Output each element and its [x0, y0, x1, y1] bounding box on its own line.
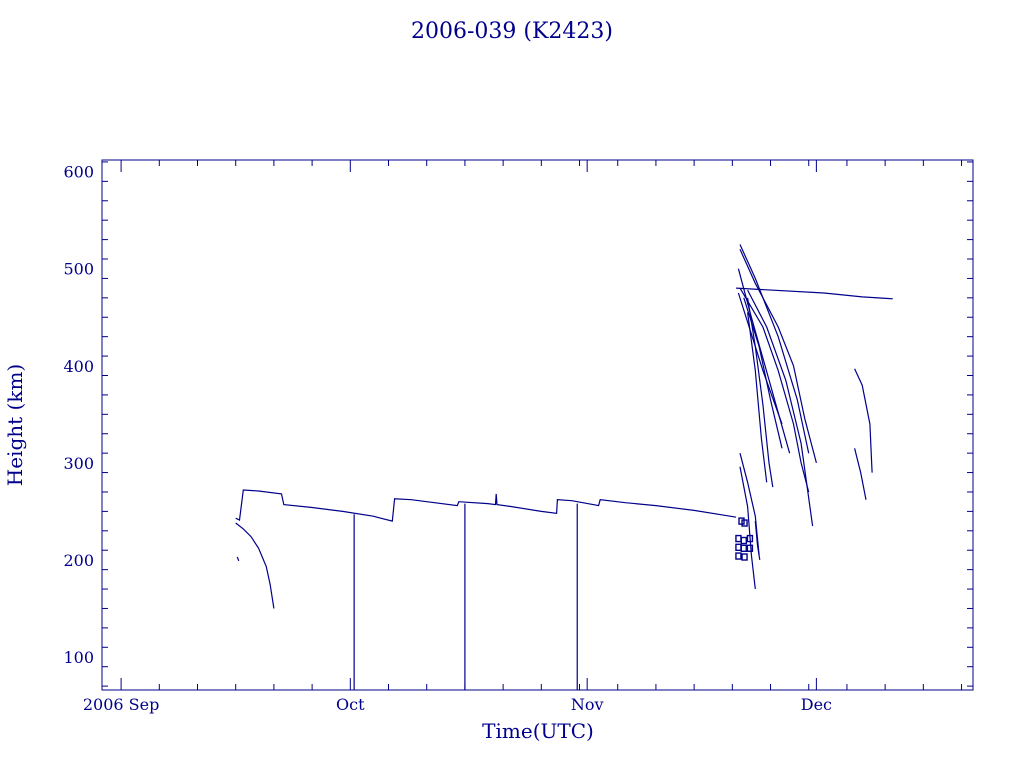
- data-marker: [735, 543, 742, 552]
- x-axis: 2006 Sep Oct Nov Dec: [83, 160, 963, 714]
- plot-area: 2006 Sep Oct Nov Dec 100 200 300 400 500 600: [63, 159, 974, 714]
- y-tick-label: 600: [63, 163, 94, 182]
- y-axis-label: Height (km): [3, 364, 27, 486]
- chart-title: 2006-039 (K2423): [411, 19, 613, 44]
- y-axis: 100 200 300 400 500 600: [63, 161, 973, 687]
- series-line: [747, 297, 774, 488]
- y-tick-label: 300: [63, 454, 94, 473]
- x-tick-label: Nov: [571, 695, 604, 714]
- series-line: [739, 244, 810, 454]
- series-line: [747, 312, 768, 483]
- series-line: [736, 287, 893, 300]
- series-line: [854, 448, 867, 500]
- y-tick-label: 400: [63, 357, 94, 376]
- series-line: [747, 289, 814, 527]
- series-line: [739, 249, 817, 464]
- data-marker: [746, 534, 754, 543]
- plot-frame: [101, 159, 974, 691]
- series-line: [737, 268, 791, 454]
- data-marker: [740, 544, 747, 552]
- data-marker: [741, 553, 748, 561]
- series-line: [235, 522, 275, 609]
- series-line: [739, 466, 756, 590]
- data-marker: [740, 536, 747, 545]
- x-axis-label: Time(UTC): [482, 719, 594, 743]
- series-line: [236, 556, 240, 562]
- series-line: [854, 368, 873, 473]
- series-line: [739, 453, 760, 556]
- series-line: [754, 521, 761, 560]
- y-tick-label: 100: [63, 648, 94, 667]
- series-group: [235, 244, 893, 690]
- series-line: [739, 287, 810, 493]
- data-marker: [741, 519, 748, 527]
- y-tick-label: 200: [63, 551, 94, 570]
- x-tick-label: Dec: [801, 695, 832, 714]
- x-tick-label: 2006 Sep: [83, 695, 159, 714]
- data-marker: [746, 544, 754, 552]
- series-line: [235, 489, 737, 522]
- data-marker: [735, 552, 742, 560]
- data-marker: [735, 534, 742, 543]
- x-tick-label: Oct: [336, 695, 365, 714]
- y-tick-label: 500: [63, 260, 94, 279]
